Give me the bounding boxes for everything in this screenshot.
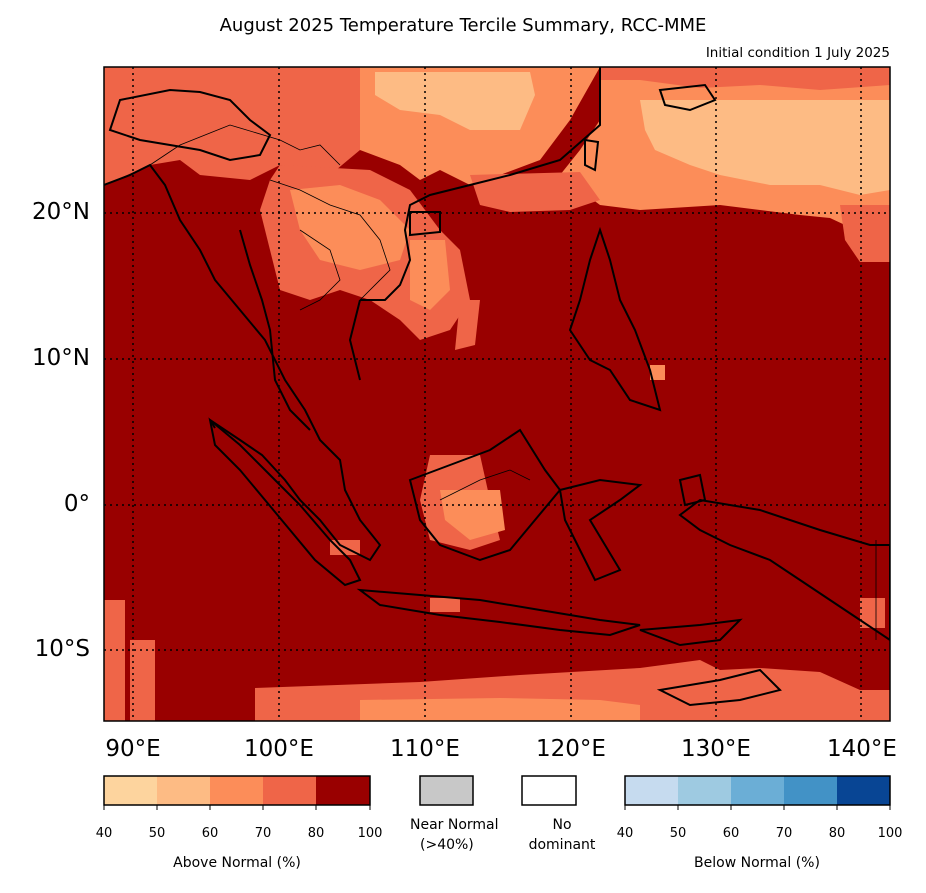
below-tick-70: 70 — [775, 826, 793, 841]
no-dominant-swatch — [521, 775, 577, 806]
below-normal-label: Below Normal (%) — [694, 855, 820, 871]
below-tick-40: 40 — [616, 826, 634, 841]
lat-label-10n: 10°N — [32, 345, 90, 371]
graticule — [104, 67, 890, 721]
map-title: August 2025 Temperature Tercile Summary,… — [219, 15, 707, 36]
below-tick-80: 80 — [828, 826, 846, 841]
lat-label-10s: 10°S — [34, 636, 90, 662]
lon-label-90e: 90°E — [105, 736, 161, 762]
above-swatch-70-80 — [263, 776, 316, 805]
near-normal-label-line2: (>40%) — [420, 837, 474, 853]
below-tick-60: 60 — [722, 826, 740, 841]
colorbar-no-dominant — [521, 775, 577, 806]
above-tick-100: 100 — [357, 826, 383, 841]
lon-label-120e: 120°E — [536, 736, 606, 762]
above-tick-60: 60 — [201, 826, 219, 841]
below-tick-100: 100 — [877, 826, 903, 841]
below-swatch-60-70 — [731, 776, 784, 805]
lon-label-140e: 140°E — [827, 736, 897, 762]
map-subtitle: Initial condition 1 July 2025 — [705, 45, 890, 61]
below-swatch-80-100 — [837, 776, 890, 805]
above-swatch-60-70 — [210, 776, 263, 805]
below-swatch-50-60 — [678, 776, 731, 805]
lat-label-0: 0° — [63, 491, 90, 517]
map-frame — [103, 66, 891, 722]
lon-label-110e: 110°E — [390, 736, 460, 762]
coastlines — [104, 67, 890, 707]
colorbar-below-normal — [624, 775, 891, 810]
above-tick-70: 70 — [254, 826, 272, 841]
colorbar-above-normal — [103, 775, 371, 810]
colorbar-near-normal — [419, 775, 474, 806]
above-normal-label: Above Normal (%) — [173, 855, 301, 871]
probability-patches — [104, 67, 890, 721]
below-tick-50: 50 — [669, 826, 687, 841]
near-normal-label-line1: Near Normal — [410, 817, 499, 833]
below-swatch-40-50 — [625, 776, 678, 805]
borders — [149, 124, 877, 640]
near-normal-swatch — [419, 775, 474, 806]
no-dominant-label-line2: dominant — [528, 837, 596, 853]
map-area — [104, 67, 890, 721]
above-swatch-50-60 — [157, 776, 210, 805]
above-tick-40: 40 — [95, 826, 113, 841]
above-tick-80: 80 — [307, 826, 325, 841]
above-swatch-80-100 — [316, 776, 370, 805]
lon-label-100e: 100°E — [244, 736, 314, 762]
lat-label-20n: 20°N — [32, 199, 90, 225]
above-swatch-40-50 — [104, 776, 157, 805]
lon-label-130e: 130°E — [681, 736, 751, 762]
no-dominant-label-line1: No — [552, 817, 572, 833]
below-swatch-70-80 — [784, 776, 837, 805]
above-tick-50: 50 — [148, 826, 166, 841]
